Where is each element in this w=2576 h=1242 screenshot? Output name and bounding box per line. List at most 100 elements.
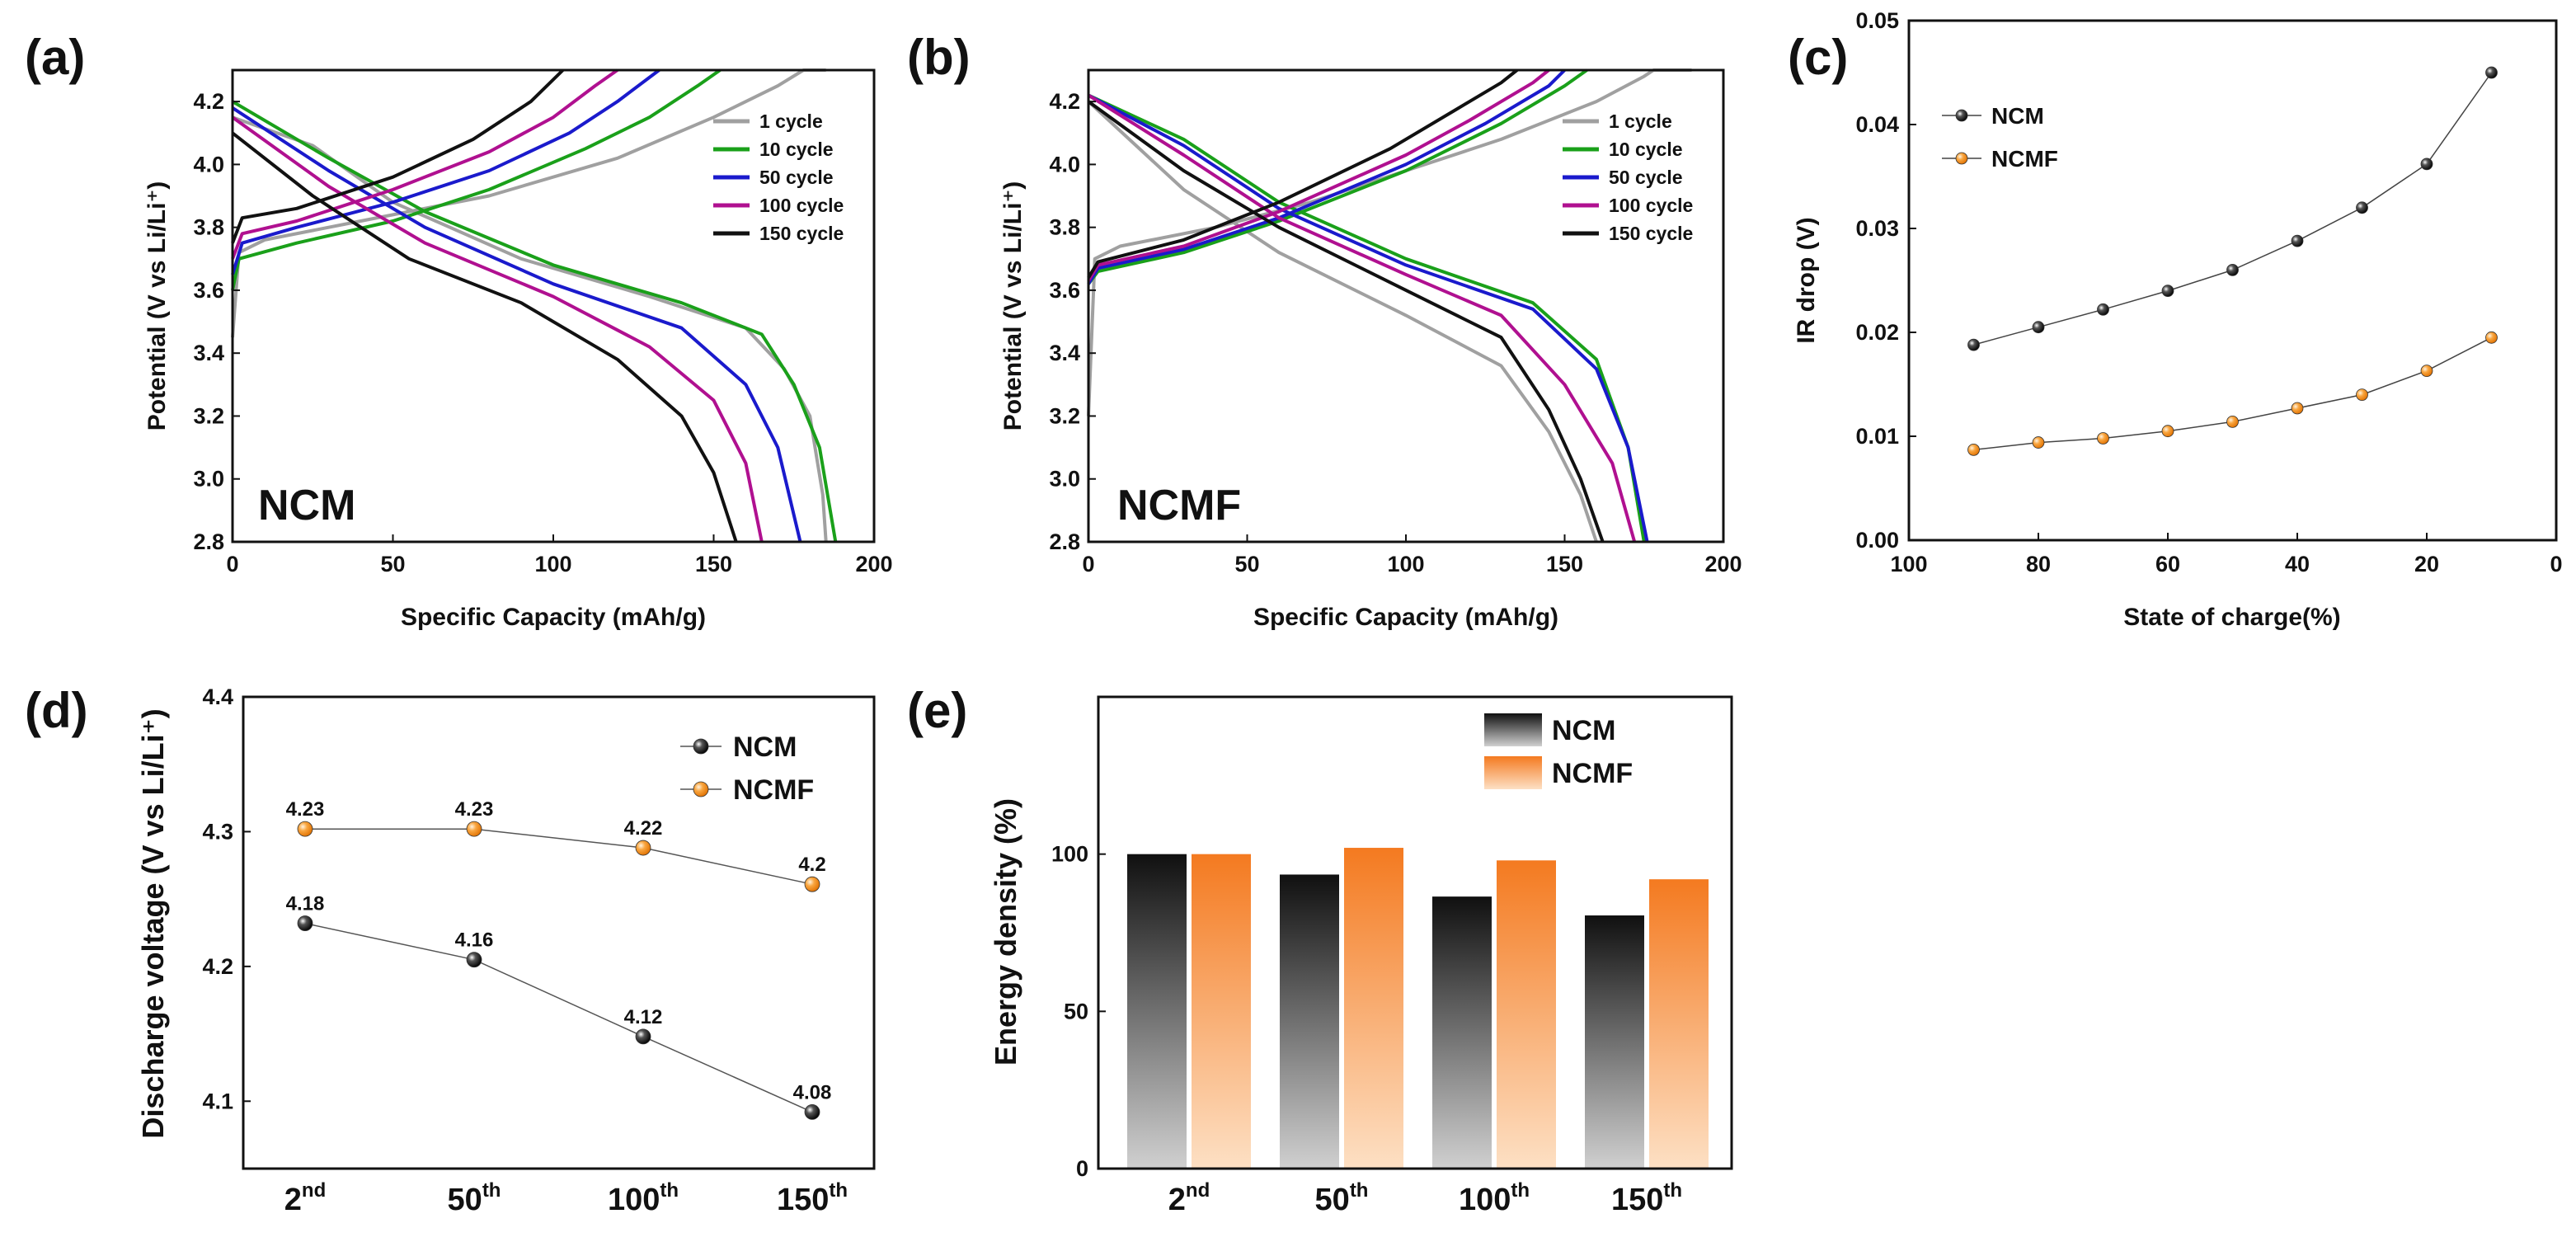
x-category-base: 150 [777, 1183, 829, 1217]
panel-d: (d) 4.184.164.124.084.23 4.234.224.2 2nd 5… [25, 683, 876, 1217]
panel-a-legend: 1 cycle 10 cycle 50 cycle 100 cycle 150 cycl… [713, 111, 844, 244]
series-150-cycle-charge-line [231, 68, 565, 244]
legend-label-ncmf: NCMF [1552, 758, 1633, 789]
legend-label-10-cycle: 10 cycle [1609, 139, 1683, 160]
x-category-superscript: th [1511, 1179, 1530, 1202]
x-category-superscript: th [1350, 1179, 1369, 1202]
series-ncmf-point [2226, 415, 2239, 428]
series-10-cycle-discharge-line [231, 100, 838, 543]
panel-c-label: (c) [1788, 30, 1848, 85]
series-ncmf-bar [1192, 854, 1251, 1169]
series-100-cycle-discharge-line [1087, 93, 1637, 543]
series-ncm-point [2097, 303, 2109, 316]
panel-b-x-axis-label: Specific Capacity (mAh/g) [1253, 604, 1558, 631]
series-ncm-bar [1585, 915, 1644, 1169]
series-10-cycle-charge-line [1087, 68, 1588, 285]
series-100-cycle-charge-line [1087, 68, 1550, 282]
panel-b-y-axis-label: Potential (V vs Li/Li⁺) [999, 181, 1027, 431]
x-tick-label: 50 [380, 552, 405, 576]
panel-e-label: (e) [907, 683, 967, 738]
panel-a-x-axis-label: Specific Capacity (mAh/g) [401, 604, 706, 631]
legend-marker-ncmf [1955, 152, 1968, 165]
panel-c-y-axis-label: IR drop (V) [1793, 217, 1820, 343]
series-50-cycle-discharge-line [231, 106, 802, 543]
panel-c-x-ticks: 100 80 60 40 20 0 [1890, 533, 2563, 576]
series-ncm-point [2291, 234, 2304, 247]
series-ncmf-bar [1497, 860, 1556, 1169]
panel-c: (c) 100 80 60 40 20 0 0.000.010.020.030.040.0… [1788, 8, 2563, 631]
y-tick-label: 4.4 [202, 685, 233, 709]
panel-e-plot [1127, 848, 1709, 1169]
x-category-base: 2 [284, 1183, 302, 1217]
x-tick-label: 0 [2550, 552, 2562, 576]
series-ncm-point [2356, 201, 2368, 214]
series-ncm-bar [1432, 896, 1492, 1169]
x-category-base: 50 [448, 1183, 482, 1217]
x-category-base: 2 [1168, 1183, 1186, 1217]
x-tick-label: 100 [1387, 552, 1424, 576]
series-ncmf-data-label: 4.2 [798, 854, 825, 876]
panel-d-plot: 4.18 4.16 4.12 4.08 4.23 4.23 4.22 4.2 [286, 798, 832, 1120]
x-category-base: 150 [1611, 1183, 1663, 1217]
x-category-base: 100 [1459, 1183, 1511, 1217]
series-ncmf-bar [1344, 848, 1403, 1169]
y-tick-label: 0.01 [1855, 424, 1899, 449]
panel-a: (a) 0 50 100 150 200 2.8 3.0 3.2 3.4 3.6 3.8 4.0 4.… [25, 30, 893, 631]
panel-b-legend: 1 cycle 10 cycle 50 cycle 100 cycle 150 cycl… [1563, 111, 1693, 244]
panel-c-frame [1907, 19, 2558, 542]
y-tick-label: 3.0 [1049, 467, 1080, 492]
series-ncmf-point [297, 821, 313, 837]
series-ncmf-point [1967, 443, 1980, 456]
legend-label-150-cycle: 150 cycle [1609, 223, 1693, 244]
x-category-label: 2nd [284, 1179, 326, 1217]
legend-marker-ncm [693, 738, 709, 755]
x-tick-label: 150 [1546, 552, 1583, 576]
x-category-label: 50th [448, 1179, 501, 1217]
x-tick-label: 0 [1082, 552, 1094, 576]
series-ncmf-data-label: 4.22 [624, 817, 663, 840]
panel-e-legend: NCM NCMF [1484, 713, 1633, 789]
legend-label-50-cycle: 50 cycle [1609, 167, 1683, 188]
x-category-superscript: th [1663, 1179, 1682, 1202]
series-1-cycle-discharge-line [232, 115, 828, 543]
legend-label-ncmf: NCMF [733, 774, 814, 806]
y-tick-label: 3.2 [193, 403, 224, 428]
y-tick-label: 2.8 [1049, 529, 1080, 554]
series-ncm-line [304, 922, 813, 1113]
x-tick-label: 200 [1704, 552, 1742, 576]
panel-e-frame [1097, 695, 1733, 1170]
y-tick-label: 0.04 [1855, 112, 1899, 137]
y-tick-label: 0.00 [1855, 528, 1899, 553]
series-50-cycle-charge-line [1087, 68, 1566, 285]
series-ncm-point [2485, 66, 2498, 79]
panel-b-x-ticks: 0 50 100 150 200 [1082, 534, 1742, 576]
series-ncm-data-label: 4.08 [793, 1081, 832, 1103]
series-ncm-point [1967, 338, 1980, 351]
series-1-cycle-charge-line [231, 68, 826, 338]
panel-a-material-label: NCM [258, 482, 355, 529]
y-tick-label: 4.2 [193, 89, 224, 114]
y-tick-label: 100 [1051, 842, 1088, 867]
x-tick-label: 20 [2414, 552, 2439, 576]
x-tick-label: 80 [2026, 552, 2051, 576]
x-category-label: 100th [608, 1179, 679, 1217]
panel-b-y-ticks: 2.8 3.0 3.2 3.4 3.6 3.8 4.0 4.2 [1049, 89, 1096, 554]
series-ncm-point [2420, 158, 2433, 171]
series-ncm-point [2032, 321, 2045, 334]
series-ncm-data-label: 4.12 [624, 1006, 663, 1028]
series-150-cycle-discharge-line [1087, 100, 1605, 543]
panel-e-y-ticks: 0 50 100 [1051, 842, 1106, 1181]
panel-c-legend: NCM NCMF [1942, 103, 2058, 172]
y-tick-label: 0 [1076, 1156, 1088, 1181]
series-ncmf-point [2291, 402, 2304, 415]
legend-label-150-cycle: 150 cycle [759, 223, 844, 244]
legend-label-ncm: NCM [733, 732, 797, 763]
panel-d-frame [242, 695, 876, 1170]
panel-a-y-axis-label: Potential (V vs Li/Li⁺) [143, 181, 171, 431]
x-tick-label: 60 [2155, 552, 2180, 576]
legend-label-10-cycle: 10 cycle [759, 139, 834, 160]
panel-d-y-axis-label: Discharge voltage (V vs Li/Li⁺) [136, 708, 170, 1138]
series-100-cycle-charge-line [231, 68, 618, 260]
series-ncm-point [466, 952, 482, 968]
series-ncmf-bar [1649, 879, 1709, 1169]
